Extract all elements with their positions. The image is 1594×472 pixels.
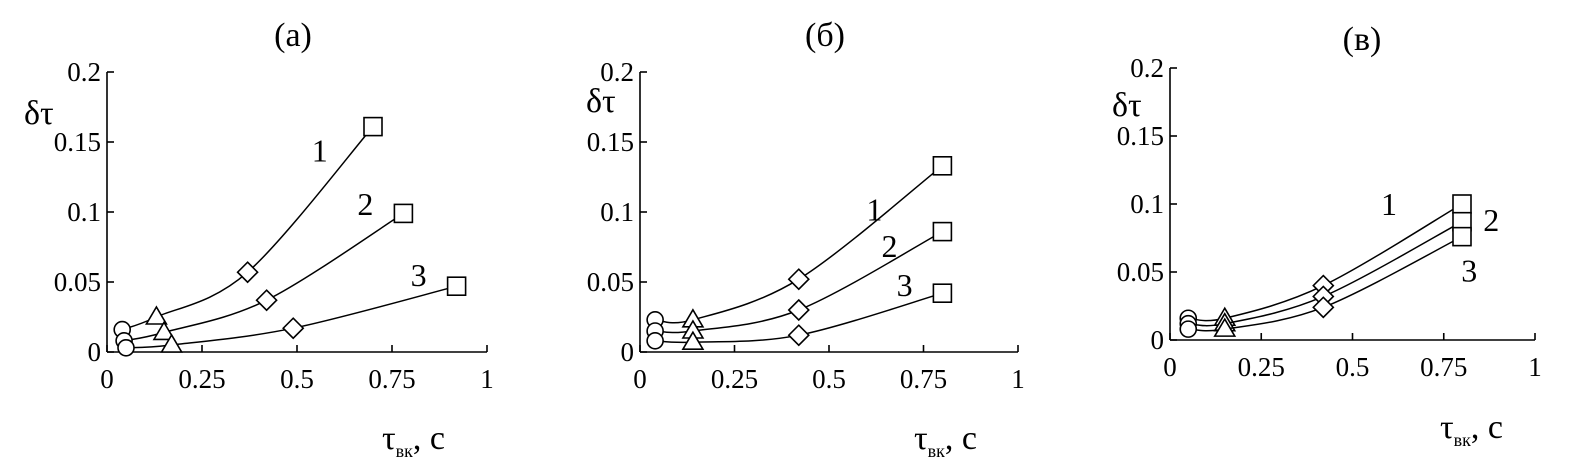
x-tick-label: 0.5 [280,364,314,394]
y-tick-label: 0.15 [587,127,634,157]
y-tick-label: 0.2 [1130,53,1164,83]
chart-title: (а) [274,17,312,54]
x-tick-label: 0.25 [711,364,758,394]
series-line-3 [125,285,457,349]
point-triangle [681,330,705,351]
y-tick-label: 0.2 [67,57,101,87]
x-tick-label: 1 [480,364,494,394]
point-square [1452,226,1472,247]
y-tick-label: 0.05 [1117,257,1164,287]
point-triangle [145,305,168,325]
point-diamond [787,298,810,322]
point-diamond [236,261,259,284]
curve-label-2: 2 [1483,202,1499,238]
y-tick-label: 0.15 [54,127,101,157]
point-square [393,203,414,224]
point-circle [646,331,664,350]
curve-label-1: 1 [312,133,328,169]
curve-label-3: 3 [411,257,427,293]
curve-label-1: 1 [866,191,882,227]
y-axis-label: δτ [1112,87,1142,124]
x-tick-label: 0.75 [1420,352,1467,382]
point-diamond [282,317,305,340]
x-axis-label: τвк, с [382,420,445,461]
point-circle [117,338,135,357]
series-line-1 [655,165,943,324]
curve-label-2: 2 [881,228,897,264]
x-tick-label: 0.75 [900,364,947,394]
point-square [932,283,953,304]
x-tick-label: 0 [100,364,114,394]
y-tick-label: 0.05 [54,267,101,297]
x-tick-label: 0.75 [368,364,415,394]
series-line-2 [123,212,404,342]
y-tick-label: 0.05 [587,267,634,297]
point-triangle [1213,317,1237,337]
series-line-1 [121,126,374,331]
point-diamond [787,268,810,291]
point-square [932,156,953,176]
x-axis-label: τвк, с [1440,409,1503,450]
y-tick-label: 0 [621,337,635,367]
chart-panel-2: (б) 0 0.05 0.1 0.15 0.2 0 0.25 0.5 0.75 1 δτ τвк, с 1… [586,17,1025,461]
x-tick-label: 1 [1528,352,1542,382]
point-circle [1179,320,1198,338]
chart-panel-1: (а) 0 0.05 0.1 0.15 0.2 0 0.25 0.5 0.75 1 δτ τвк, с 1… [24,17,494,461]
y-tick-label: 0.15 [1117,121,1164,151]
chart-title: (в) [1343,21,1382,58]
series-line-2 [1188,221,1463,327]
chart-title: (б) [805,17,845,54]
y-axis-label: δτ [586,83,616,120]
series-line-3 [655,292,943,344]
curve-label-3: 3 [1461,253,1477,289]
curve-label-2: 2 [357,186,373,222]
x-tick-label: 0 [633,364,647,394]
curve-label-3: 3 [897,267,913,303]
y-axis-label: δτ [24,95,54,132]
series-line-1 [1188,203,1463,322]
x-tick-label: 0.5 [1336,352,1370,382]
y-tick-label: 0.1 [1130,189,1164,219]
point-diamond [255,289,278,312]
y-tick-label: 0.1 [67,197,101,227]
x-tick-label: 1 [1011,364,1025,394]
point-diamond [787,324,810,347]
y-tick-label: 0.2 [600,57,634,87]
point-square [446,276,467,297]
point-square [932,221,953,242]
point-square [1452,194,1472,214]
x-tick-label: 0.25 [1238,352,1285,382]
x-tick-label: 0.25 [178,364,225,394]
curve-label-1: 1 [1381,186,1397,222]
point-square [363,116,383,137]
x-tick-label: 0 [1163,352,1177,382]
point-triangle [160,333,183,353]
point-diamond [1312,296,1335,319]
y-tick-label: 0.1 [600,197,634,227]
y-tick-label: 0 [1151,325,1165,355]
series-line-3 [1188,235,1463,332]
x-tick-label: 0.5 [812,364,846,394]
series-line-2 [655,230,943,334]
chart-panel-3: (в) 0 0.05 0.1 0.15 0.2 0 0.25 0.5 0.75 1 δτ τвк, с 1… [1112,21,1542,450]
point-triangle [152,320,176,341]
y-tick-label: 0 [88,337,102,367]
x-axis-label: τвк, с [914,420,977,461]
